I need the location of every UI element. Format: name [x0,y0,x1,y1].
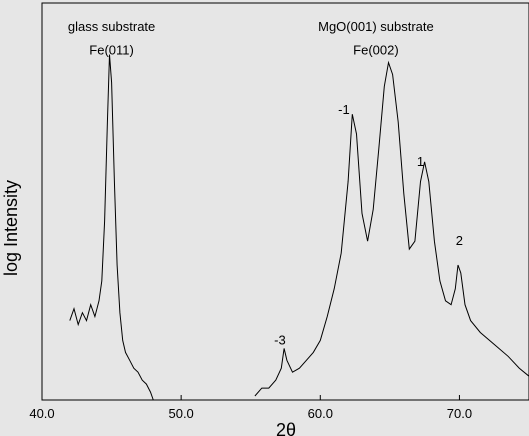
annotation-label: -1 [338,102,350,117]
x-tick-label: 60.0 [308,406,333,421]
y-axis-title: log Intensity [1,180,21,276]
annotation-label: -3 [274,332,286,347]
annotation-label: 1 [417,154,424,169]
x-tick-label: 70.0 [447,406,472,421]
annotation-label: Fe(011) [89,43,134,58]
plot-frame [41,2,529,401]
annotation-label: MgO(001) substrate [318,19,434,34]
series-line-2 [254,60,529,397]
annotation-label: 2 [456,233,463,248]
x-tick-label: 50.0 [168,406,193,421]
x-tick-label: 40.0 [29,406,54,421]
annotation-label: glass substrate [68,19,155,34]
x-axis-title: 2θ [276,420,296,436]
annotation-label: Fe(002) [353,43,399,58]
series-line-1 [69,54,154,401]
